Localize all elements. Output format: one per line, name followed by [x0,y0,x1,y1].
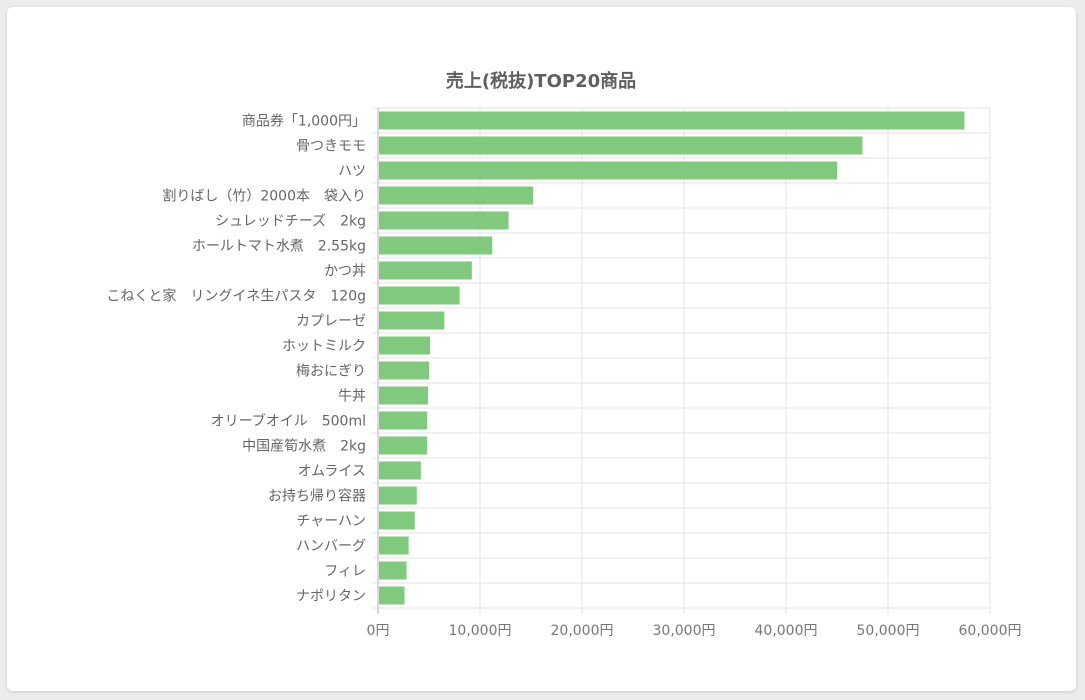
category-label: こねくと家 リングイネ生パスタ 120g [106,288,366,305]
chart-title: 売上(税抜)TOP20商品 [446,70,636,92]
x-tick-label: 20,000円 [551,623,614,639]
category-label: チャーハン [296,514,366,530]
x-tick-label: 0円 [367,623,390,639]
category-label: ナポリタン [296,589,366,605]
bar[interactable] [379,386,428,405]
grid-lines [372,107,991,614]
bar[interactable] [379,286,460,305]
bar[interactable] [379,311,445,330]
bar[interactable] [379,486,417,505]
category-label: 牛丼 [338,389,366,405]
category-label: オムライス [298,464,366,480]
category-label: ホールトマト水煮 2.55kg [192,239,366,255]
category-label: オリーブオイル 500ml [211,413,366,430]
category-label: ホットミルク [282,339,366,355]
bar[interactable] [379,586,405,605]
bars [379,111,965,605]
category-label: シュレッドチーズ 2kg [215,214,366,230]
x-tick-labels: 0円 10,000円 20,000円 30,000円 40,000円 50,000円 60,… [367,623,1022,639]
bar[interactable] [379,536,409,555]
bar[interactable] [379,436,427,455]
bar[interactable] [379,211,509,230]
bar[interactable] [379,136,863,155]
bar[interactable] [379,186,534,205]
bar[interactable] [379,236,493,255]
bar[interactable] [379,561,407,580]
category-label: 割りばし（竹）2000本 袋入り [162,188,366,205]
x-tick-label: 40,000円 [755,623,818,639]
category-label: 骨つきモモ [296,139,366,155]
bar[interactable] [379,361,429,380]
category-label: 梅おにぎり [296,364,366,380]
bar[interactable] [379,411,427,430]
category-label: かつ丼 [324,264,366,280]
x-tick-label: 30,000円 [653,623,716,639]
x-tick-label: 10,000円 [449,623,512,639]
bar[interactable] [379,261,472,280]
bar[interactable] [379,511,415,530]
category-label: ハツ [338,164,366,180]
category-label: お持ち帰り容器 [268,488,366,505]
category-label: ハンバーグ [296,539,366,555]
x-tick-label: 60,000円 [959,623,1022,639]
category-label: 商品券「1,000円」 [242,114,366,130]
x-tick-label: 50,000円 [857,623,920,639]
bar[interactable] [379,111,965,130]
bar[interactable] [379,161,837,180]
bar[interactable] [379,461,421,480]
category-label: カプレーゼ [296,314,366,330]
category-label: 中国産筍水煮 2kg [242,438,366,455]
bar[interactable] [379,336,431,355]
category-label: フィレ [324,564,366,580]
